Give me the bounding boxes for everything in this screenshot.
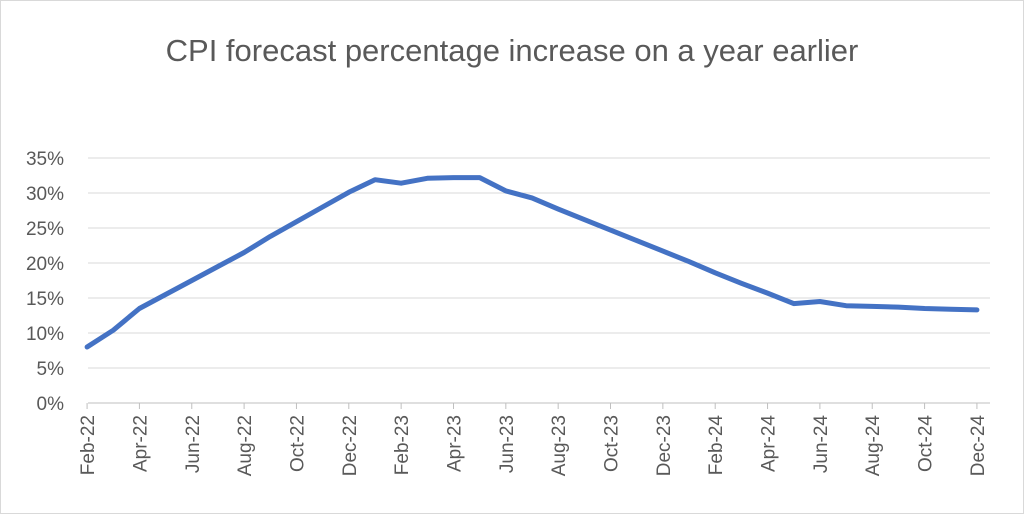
x-tick-label: Apr-23 [444, 415, 465, 472]
y-tick-label: 5% [37, 359, 65, 380]
x-tick-label: Aug-24 [863, 415, 884, 477]
y-tick-label: 20% [26, 254, 64, 275]
x-tick-label: Aug-22 [235, 415, 256, 476]
y-tick-label: 30% [26, 184, 64, 205]
y-tick-label: 25% [26, 219, 64, 240]
gridlines [88, 157, 990, 369]
x-tick-label: Aug-23 [549, 415, 570, 476]
x-tick-label: Feb-23 [392, 415, 413, 475]
x-tick-label: Apr-24 [759, 415, 780, 472]
y-axis-ticks: 0% 5% 10% 15% 20% 25% 30% 35% [26, 149, 64, 415]
series-line [84, 175, 980, 350]
y-tick-label: 0% [37, 394, 65, 415]
x-axis [86, 402, 990, 409]
x-tick-label: Oct-22 [287, 415, 308, 472]
x-tick-label: Jun-24 [811, 415, 832, 474]
y-tick-label: 15% [26, 289, 64, 310]
y-tick-label: 10% [26, 324, 64, 345]
x-tick-label: Jun-23 [497, 415, 518, 473]
x-tick-label: Dec-23 [654, 415, 675, 476]
x-tick-label: Apr-22 [130, 415, 151, 472]
x-tick-label: Feb-24 [706, 415, 727, 476]
y-tick-label: 35% [26, 149, 64, 170]
x-axis-ticks: Feb-22 Apr-22 Jun-22 Aug-22 Oct-22 Dec-22 Feb-… [78, 415, 989, 477]
chart-title: CPI forecast percentage increase on a ye… [165, 33, 859, 68]
series-group [84, 175, 980, 350]
x-tick-label: Oct-23 [602, 415, 623, 472]
x-tick-label: Oct-24 [916, 415, 937, 472]
x-tick-label: Dec-24 [968, 415, 989, 477]
x-tick-label: Jun-22 [183, 415, 204, 473]
x-tick-label: Feb-22 [78, 415, 99, 475]
x-tick-label: Dec-22 [340, 415, 361, 476]
